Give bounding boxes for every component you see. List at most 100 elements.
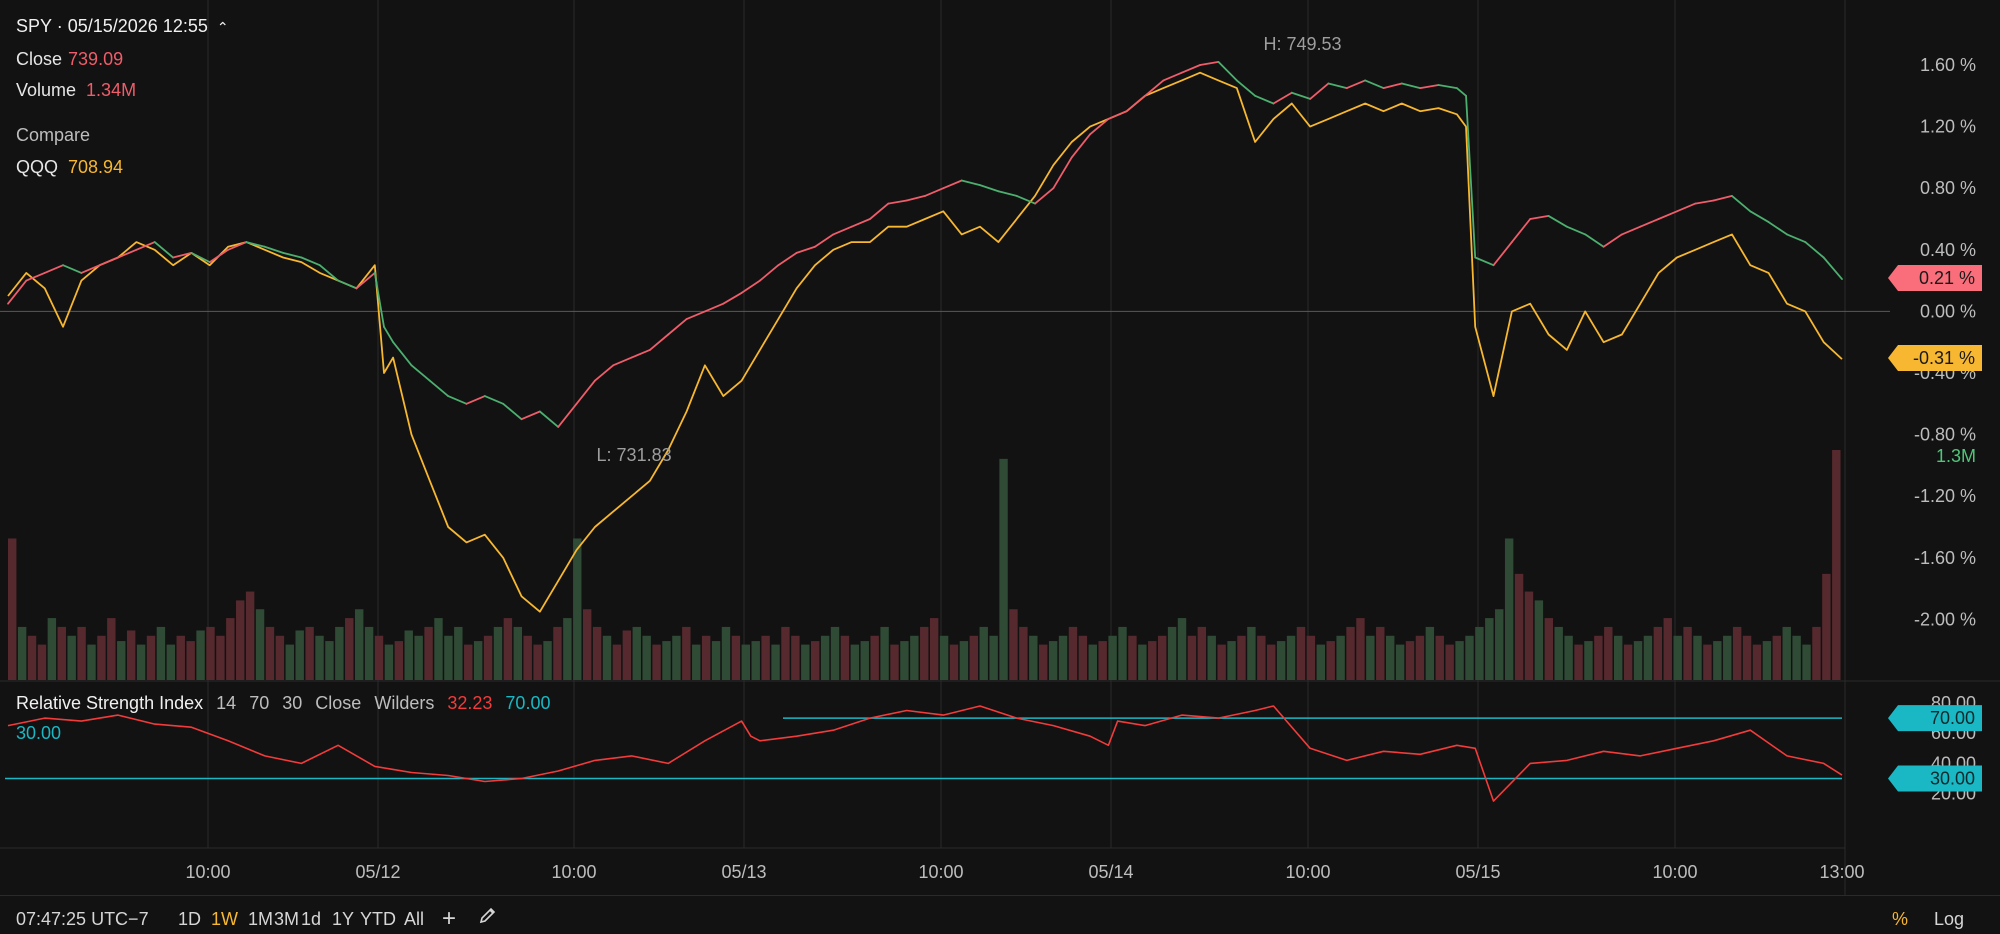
spy-line-segment	[1804, 241, 1825, 259]
volume-bar	[731, 635, 741, 680]
volume-bar	[1009, 609, 1018, 680]
axes: 10:00 05/12 10:00 05/13 10:00 05/14 10:00 05/15…	[185, 34, 1976, 882]
y-tick-label: 0.40 %	[1920, 240, 1976, 260]
x-tick-label: 13:00	[1819, 862, 1864, 882]
volume-value: 1.34M	[86, 80, 137, 100]
spy-line-segment	[1327, 82, 1348, 89]
volume-bar	[692, 644, 701, 680]
spy-line-segment	[1767, 221, 1788, 236]
volume-bar	[1465, 635, 1474, 680]
volume-bar	[8, 538, 17, 680]
spy-line-segment	[1235, 79, 1257, 97]
volume-bar	[1068, 626, 1078, 680]
volume-bar	[364, 626, 374, 680]
volume-bar	[523, 635, 532, 680]
spy-line-segment	[1254, 94, 1275, 105]
volume-readout: Volume 1.34M	[16, 80, 136, 101]
spy-line-segment	[465, 395, 486, 405]
range-1y[interactable]: 1Y	[332, 909, 355, 929]
spy-line-segment	[593, 364, 615, 382]
range-all[interactable]: All	[404, 909, 425, 929]
spy-line-segment	[1465, 94, 1477, 259]
spy-line-segment	[1474, 256, 1495, 267]
volume-bar	[1762, 641, 1772, 680]
volume-bar	[1485, 618, 1494, 680]
volume-bar	[1138, 644, 1147, 680]
spy-line-segment	[502, 402, 523, 421]
range-1w[interactable]: 1W	[211, 909, 238, 929]
volume-bar	[1613, 635, 1623, 680]
volume-bar	[1157, 635, 1167, 680]
volume-bar	[1197, 626, 1207, 680]
spy-line-segment	[685, 310, 706, 321]
range-3m[interactable]: 3M	[274, 909, 300, 929]
volume-bar	[354, 609, 364, 680]
x-tick-label: 10:00	[918, 862, 963, 882]
spy-line-segment	[612, 356, 633, 367]
spy-line-segment	[227, 241, 248, 251]
range-1d[interactable]: 1D	[178, 909, 202, 929]
volume-bar	[265, 626, 275, 680]
spy-line-segment	[172, 251, 193, 259]
qqq-line	[7, 71, 1843, 613]
volume-bars	[8, 450, 1841, 680]
symbol-header[interactable]: SPY · 05/15/2026 12:55 ⌃	[16, 16, 229, 37]
volume-bar	[186, 641, 195, 680]
volume-bar	[1247, 626, 1256, 680]
spy-last-tag-shape	[1888, 265, 1982, 291]
qqq-last-tag-text: -0.31 %	[1913, 348, 1975, 368]
x-tick-label: 05/12	[355, 862, 400, 882]
spy-line-segment	[1162, 71, 1183, 82]
volume-bar	[1514, 573, 1524, 680]
volume-bar	[969, 635, 979, 680]
volume-bar	[67, 635, 76, 680]
spy-line-segment	[630, 348, 651, 359]
volume-bar	[533, 644, 542, 680]
volume-bar	[325, 641, 334, 680]
volume-bar	[1207, 635, 1216, 680]
pencil-icon[interactable]	[478, 905, 498, 930]
volume-bar	[989, 635, 998, 680]
spy-line-segment	[7, 279, 28, 305]
clock-readout: 07:47:25 UTC−7	[16, 909, 149, 929]
volume-bar	[1435, 635, 1444, 680]
interval-1d[interactable]: 1d	[301, 909, 322, 929]
chevron-up-icon[interactable]: ⌃	[216, 19, 229, 35]
volume-bar	[434, 618, 443, 680]
range-ytd[interactable]: YTD	[360, 909, 396, 929]
range-1m[interactable]: 1M	[248, 909, 274, 929]
spy-line-segment	[428, 379, 450, 398]
volume-bar	[1633, 641, 1643, 680]
volume-bar	[1584, 641, 1593, 680]
spy-line-segment	[942, 179, 963, 190]
volume-bar	[1683, 626, 1692, 680]
volume-bar	[1544, 618, 1554, 680]
volume-bar	[1663, 618, 1672, 680]
x-tick-label: 10:00	[551, 862, 596, 882]
compare-readout[interactable]: QQQ 708.94	[16, 157, 123, 178]
volume-bar	[870, 635, 879, 680]
volume-bar	[642, 635, 651, 680]
volume-bar	[1286, 635, 1296, 680]
volume-bar	[1554, 626, 1563, 680]
rsi-param-method: Wilders	[374, 693, 435, 713]
rsi-header[interactable]: Relative Strength Index 14 70 30 Close W…	[16, 693, 550, 714]
volume-bar	[652, 644, 661, 680]
close-readout: Close 739.09	[16, 49, 123, 70]
spy-line-segment	[1309, 82, 1330, 100]
spy-line-segment	[1639, 218, 1660, 228]
volume-bar	[612, 644, 622, 680]
volume-bar	[1167, 626, 1177, 680]
volume-bar	[1148, 641, 1157, 680]
volume-bar	[206, 626, 215, 680]
volume-bar	[345, 618, 354, 680]
spy-line-segment	[740, 279, 761, 294]
x-tick-label: 10:00	[185, 862, 230, 882]
add-symbol-button[interactable]: +	[442, 905, 457, 932]
volume-bar	[979, 626, 988, 680]
spy-line-segment	[1676, 202, 1697, 213]
compare-value: 708.94	[68, 157, 124, 177]
percent-scale-button[interactable]: %	[1892, 909, 1909, 929]
log-scale-button[interactable]: Log	[1934, 909, 1965, 929]
